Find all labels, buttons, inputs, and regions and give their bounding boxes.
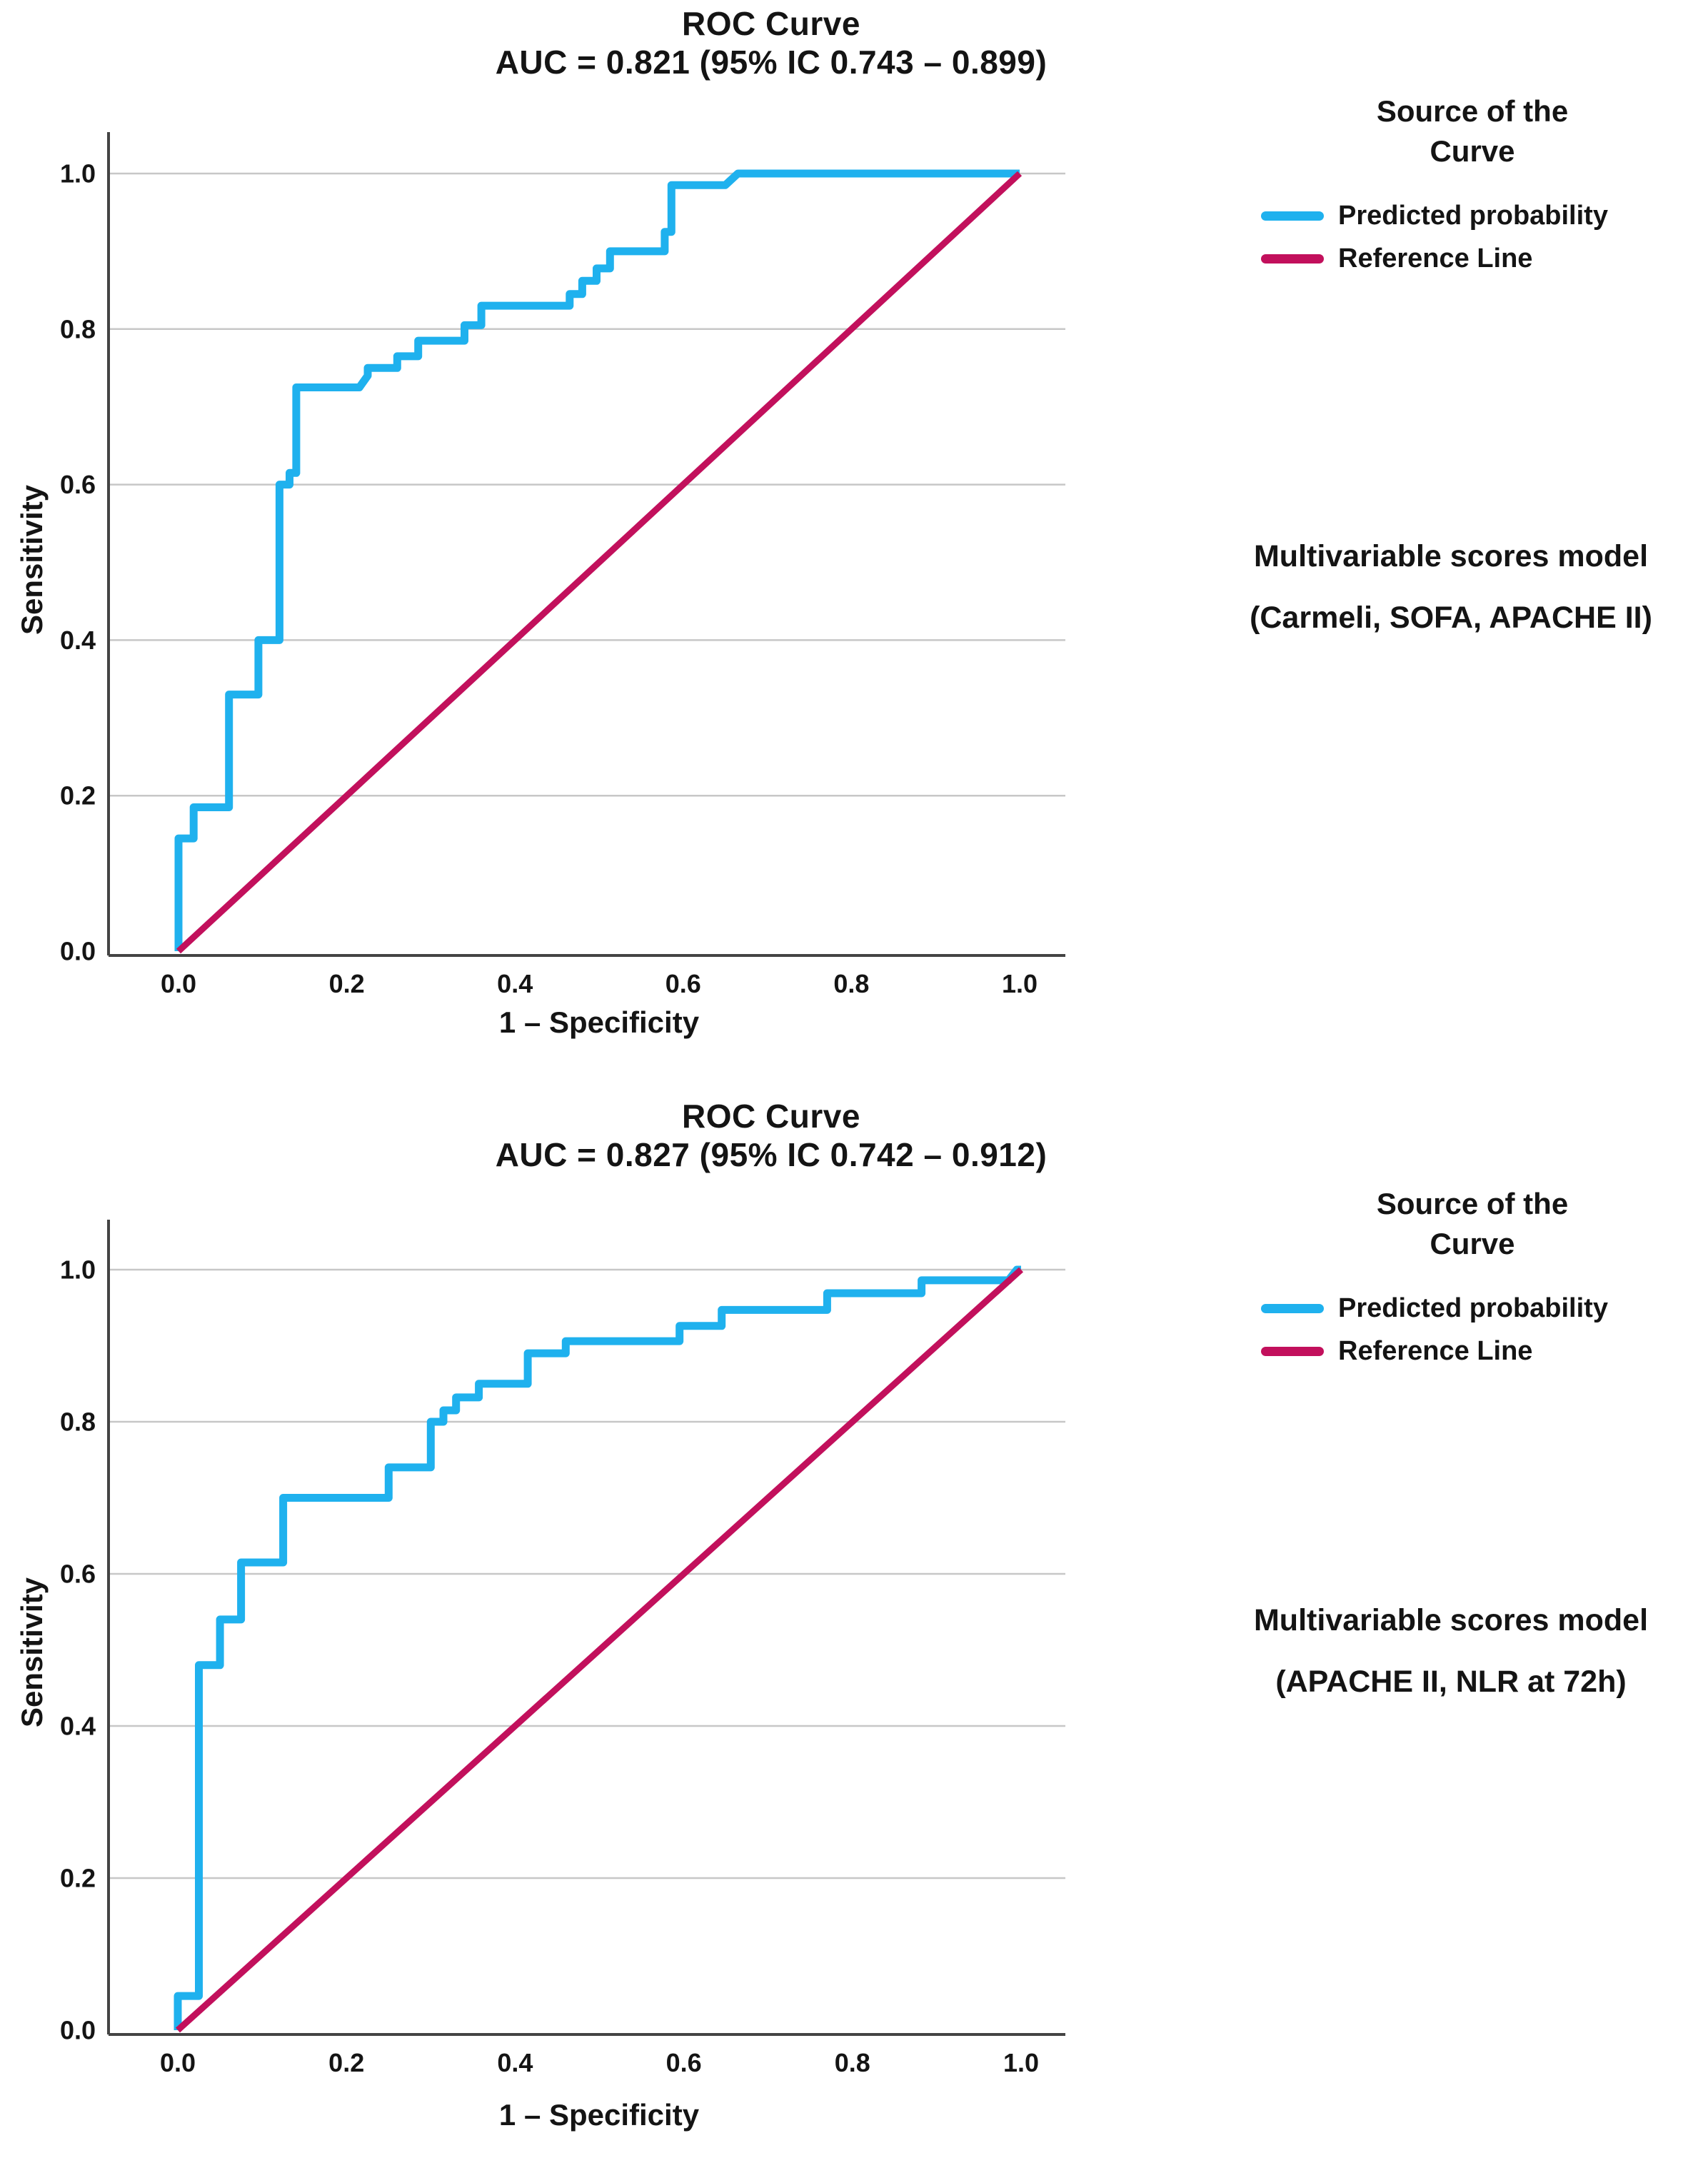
chart-title: ROC Curve (682, 1098, 860, 1135)
legend-title: Source of the Curve (1244, 1184, 1701, 1264)
legend-item-reference: Reference Line (1244, 237, 1701, 280)
chart-title-block: ROC Curve AUC = 0.827 (95% IC 0.742 – 0.… (0, 1097, 1542, 1174)
y-tick-label: 0.4 (60, 1712, 96, 1741)
x-tick-label: 0.0 (160, 2048, 196, 2077)
x-tick-label: 0.8 (835, 2048, 870, 2077)
model-annotation-line: (APACHE II, NLR at 72h) (1275, 1665, 1627, 1699)
roc-plot-svg-1: 0.0 0.2 0.4 0.6 0.8 1.0 0.0 0.2 0.4 0.6 0.8 1.0 (60, 132, 1065, 998)
model-annotation-line: Multivariable scores model (1253, 1603, 1649, 1637)
predicted-probability-swatch (1261, 211, 1324, 221)
roc-chart-bottom: ROC Curve AUC = 0.827 (95% IC 0.742 – 0.… (0, 1093, 1708, 2158)
legend-item-label: Reference Line (1338, 243, 1533, 273)
legend-item-reference: Reference Line (1244, 1330, 1701, 1372)
y-tick-label: 1.0 (60, 1255, 96, 1285)
legend-item-predicted: Predicted probability (1244, 1287, 1701, 1330)
legend-item-label: Reference Line (1338, 1335, 1533, 1366)
y-tick-label: 0.8 (60, 1407, 96, 1437)
y-tick-label: 0.4 (60, 626, 96, 655)
y-tick-label: 0.6 (60, 470, 96, 499)
chart-title-block: ROC Curve AUC = 0.821 (95% IC 0.743 – 0.… (0, 4, 1542, 81)
legend-title: Source of the Curve (1244, 91, 1701, 171)
legend-title-line: Source of the (1376, 94, 1569, 128)
x-tick-label: 0.4 (497, 969, 533, 998)
model-annotation: Multivariable scores model (Carmeli, SOF… (1165, 526, 1708, 648)
x-axis-label: 1 – Specificity (498, 2098, 700, 2132)
x-tick-label: 0.8 (833, 969, 869, 998)
legend-title-line: Curve (1430, 1227, 1515, 1260)
x-tick-label: 0.6 (665, 969, 701, 998)
x-tick-label: 1.0 (1003, 2048, 1039, 2077)
reference-line-swatch (1261, 1346, 1324, 1356)
chart-subtitle-auc: AUC = 0.827 (95% IC 0.742 – 0.912) (495, 1136, 1048, 1173)
y-tick-label: 0.2 (60, 781, 96, 810)
x-tick-label: 0.4 (497, 2048, 533, 2077)
model-annotation-line: (Carmeli, SOFA, APACHE II) (1250, 601, 1652, 635)
legend-item-label: Predicted probability (1338, 1293, 1608, 1323)
y-tick-label: 1.0 (60, 159, 96, 189)
x-tick-label: 0.6 (666, 2048, 702, 2077)
series-reference-line (175, 1267, 1024, 2033)
y-tick-label: 0.6 (60, 1560, 96, 1589)
x-tick-label: 1.0 (1002, 969, 1038, 998)
roc-chart-top: ROC Curve AUC = 0.821 (95% IC 0.743 – 0.… (0, 4, 1708, 1039)
y-tick-label: 0.0 (60, 2016, 96, 2045)
model-annotation: Multivariable scores model (APACHE II, N… (1165, 1590, 1708, 1712)
legend: Source of the Curve Predicted probabilit… (1244, 91, 1701, 280)
series-predicted-probability (174, 1265, 1021, 2030)
reference-line-swatch (1261, 254, 1324, 264)
legend: Source of the Curve Predicted probabilit… (1244, 1184, 1701, 1372)
legend-title-line: Source of the (1376, 1187, 1569, 1220)
chart-title: ROC Curve (682, 5, 860, 42)
y-tick-label: 0.0 (60, 937, 96, 966)
legend-item-predicted: Predicted probability (1244, 194, 1701, 237)
legend-title-line: Curve (1430, 134, 1515, 168)
series-predicted-probability (174, 169, 1020, 951)
y-tick-label: 0.2 (60, 1864, 96, 1893)
x-tick-label: 0.2 (329, 969, 365, 998)
predicted-probability-swatch (1261, 1303, 1324, 1313)
x-tick-label: 0.0 (161, 969, 196, 998)
model-annotation-line: Multivariable scores model (1253, 539, 1649, 573)
x-tick-label: 0.2 (328, 2048, 364, 2077)
series-reference-line (176, 171, 1023, 954)
legend-item-label: Predicted probability (1338, 200, 1608, 231)
roc-plot-svg-2: 0.0 0.2 0.4 0.6 0.8 1.0 0.0 0.2 0.4 0.6 0.8 1.0 (60, 1220, 1065, 2077)
chart-subtitle-auc: AUC = 0.821 (95% IC 0.743 – 0.899) (495, 44, 1048, 81)
x-axis-label: 1 – Specificity (498, 1005, 700, 1039)
y-tick-label: 0.8 (60, 314, 96, 343)
